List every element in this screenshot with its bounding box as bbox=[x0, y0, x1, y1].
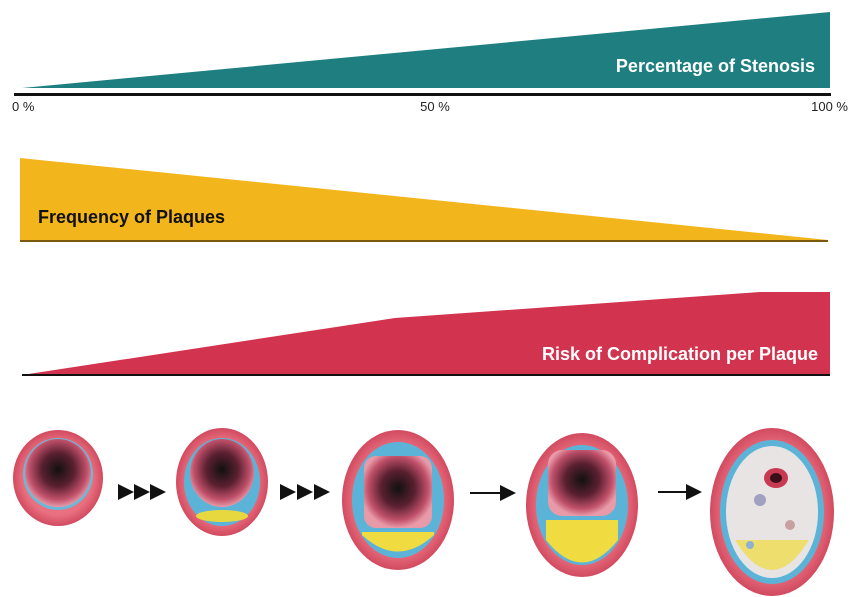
frequency-wedge bbox=[20, 158, 828, 241]
axis-label: 100 % bbox=[811, 99, 848, 114]
axis-label: 0 % bbox=[12, 99, 35, 114]
axis-line bbox=[14, 93, 831, 96]
risk-wedge bbox=[22, 292, 830, 375]
vessel bbox=[710, 428, 834, 596]
vessel bbox=[526, 433, 638, 577]
frequency-label: Frequency of Plaques bbox=[38, 207, 225, 227]
vessel bbox=[13, 430, 103, 526]
stenosis-label: Percentage of Stenosis bbox=[616, 56, 815, 76]
vessel bbox=[176, 428, 268, 536]
vessel bbox=[342, 430, 454, 570]
risk-label: Risk of Complication per Plaque bbox=[542, 344, 818, 364]
axis-label: 50 % bbox=[420, 99, 450, 114]
stenosis-wedge bbox=[22, 12, 830, 88]
